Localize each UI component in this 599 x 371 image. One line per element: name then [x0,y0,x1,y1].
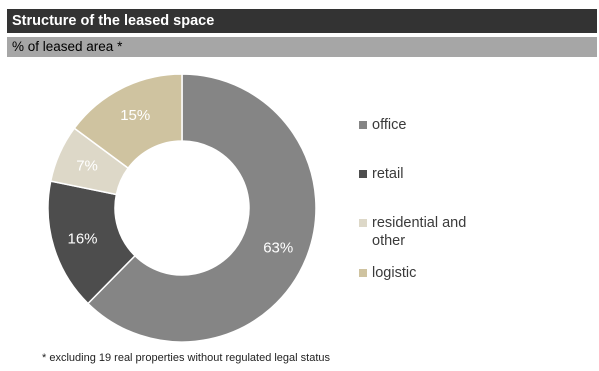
legend-label: office [372,117,407,133]
footnote: * excluding 19 real properties without r… [42,352,331,364]
chart-title: Structure of the leased space [7,9,597,33]
slice-label-residential: 7% [76,158,98,175]
legend-swatch-logistic [359,269,367,277]
legend-swatch-retail [359,170,367,178]
legend-swatch-office [359,121,367,129]
slice-label-logistic: 15% [120,107,150,124]
legend-label: retail [372,166,404,182]
legend-label: residential and other [372,215,467,249]
slice-label-retail: 16% [67,230,97,247]
legend-label: logistic [372,265,417,281]
slice-label-office: 63% [263,239,293,256]
chart-subtitle: % of leased area * [7,37,597,57]
legend-swatch-residential [359,219,367,227]
slice-office [86,73,317,343]
slice-logistic [73,73,183,170]
